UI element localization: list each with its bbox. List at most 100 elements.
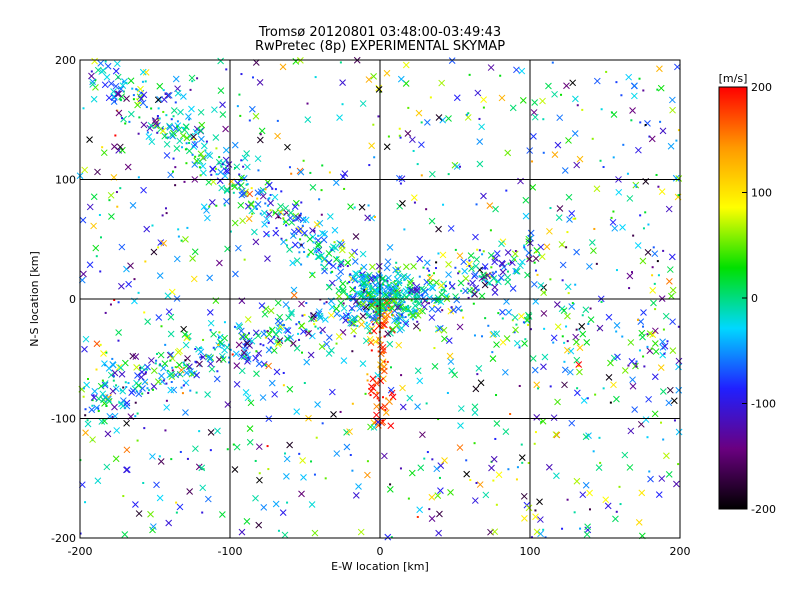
data-point-dot-marker bbox=[399, 321, 402, 324]
data-point-dot-marker bbox=[105, 405, 108, 408]
data-point-x-marker bbox=[97, 382, 105, 390]
data-point-x-marker bbox=[521, 340, 528, 347]
data-point-dot-marker bbox=[644, 211, 647, 214]
data-point-dot-marker bbox=[259, 212, 262, 215]
data-point-dot-marker bbox=[150, 107, 153, 110]
data-point-x-marker bbox=[81, 345, 88, 353]
data-point-x-marker bbox=[518, 312, 525, 320]
data-point-x-marker bbox=[182, 409, 189, 416]
data-point-x-marker bbox=[191, 248, 199, 256]
data-point-x-marker bbox=[530, 133, 537, 140]
data-point-x-marker bbox=[445, 271, 452, 278]
data-point-dot-marker bbox=[238, 93, 241, 96]
data-point-dot-marker bbox=[227, 343, 230, 346]
data-point-x-marker bbox=[554, 141, 562, 149]
data-point-x-marker bbox=[434, 492, 442, 499]
data-point-x-marker bbox=[115, 329, 122, 336]
data-point-x-marker bbox=[563, 82, 570, 90]
data-point-x-marker bbox=[431, 363, 439, 370]
data-point-dot-marker bbox=[523, 244, 526, 247]
data-point-x-marker bbox=[272, 500, 280, 508]
data-point-dot-marker bbox=[452, 287, 455, 290]
data-point-x-marker bbox=[104, 395, 112, 403]
data-point-dot-marker bbox=[194, 155, 197, 158]
data-point-dot-marker bbox=[109, 303, 112, 306]
data-point-x-marker bbox=[199, 162, 207, 170]
data-point-x-marker bbox=[313, 221, 321, 228]
data-point-x-marker bbox=[347, 203, 354, 210]
data-point-x-marker bbox=[476, 138, 484, 145]
data-point-x-marker bbox=[471, 272, 478, 280]
data-point-dot-marker bbox=[104, 60, 107, 63]
data-point-x-marker bbox=[456, 252, 464, 260]
data-point-dot-marker bbox=[520, 443, 523, 446]
data-point-dot-marker bbox=[104, 364, 107, 367]
data-point-x-marker bbox=[416, 255, 424, 263]
data-point-x-marker bbox=[88, 72, 95, 80]
data-point-x-marker bbox=[553, 301, 561, 308]
data-point-x-marker bbox=[256, 136, 264, 144]
data-point-dot-marker bbox=[490, 266, 493, 269]
data-point-x-marker bbox=[513, 339, 521, 347]
data-point-dot-marker bbox=[198, 166, 201, 169]
data-point-dot-marker bbox=[320, 213, 323, 216]
data-point-dot-marker bbox=[325, 301, 328, 304]
data-point-x-marker bbox=[244, 163, 251, 171]
data-point-dot-marker bbox=[165, 399, 168, 402]
data-point-x-marker bbox=[652, 348, 660, 355]
data-point-dot-marker bbox=[642, 227, 645, 230]
data-point-dot-marker bbox=[534, 431, 537, 434]
data-point-x-marker bbox=[373, 379, 380, 387]
data-point-dot-marker bbox=[404, 316, 407, 319]
data-point-x-marker bbox=[498, 240, 505, 248]
data-point-x-marker bbox=[455, 305, 462, 313]
data-point-dot-marker bbox=[476, 373, 479, 376]
data-point-dot-marker bbox=[620, 94, 623, 97]
data-point-dot-marker bbox=[330, 248, 333, 251]
data-point-x-marker bbox=[657, 364, 665, 371]
data-point-dot-marker bbox=[527, 462, 530, 465]
data-point-dot-marker bbox=[166, 369, 169, 372]
data-point-x-marker bbox=[159, 127, 167, 135]
data-point-dot-marker bbox=[442, 203, 445, 206]
data-point-x-marker bbox=[97, 59, 105, 67]
data-point-dot-marker bbox=[246, 183, 249, 186]
data-point-x-marker bbox=[117, 85, 125, 93]
data-point-dot-marker bbox=[315, 436, 318, 439]
data-point-x-marker bbox=[415, 300, 423, 308]
data-point-x-marker bbox=[341, 170, 349, 177]
data-point-x-marker bbox=[125, 280, 132, 288]
data-point-dot-marker bbox=[657, 185, 660, 188]
x-tick-label: -200 bbox=[68, 545, 93, 558]
data-point-dot-marker bbox=[418, 329, 421, 332]
data-point-dot-marker bbox=[86, 419, 89, 422]
data-point-dot-marker bbox=[92, 394, 95, 397]
data-point-x-marker bbox=[314, 242, 322, 250]
data-point-dot-marker bbox=[588, 508, 591, 511]
data-point-dot-marker bbox=[137, 132, 140, 135]
data-point-dot-marker bbox=[551, 61, 554, 64]
data-point-x-marker bbox=[244, 351, 251, 359]
data-point-x-marker bbox=[518, 67, 526, 75]
data-point-dot-marker bbox=[381, 396, 384, 399]
x-tick-label: 200 bbox=[670, 545, 691, 558]
data-point-x-marker bbox=[188, 74, 196, 82]
data-point-dot-marker bbox=[222, 356, 225, 359]
data-point-dot-marker bbox=[473, 334, 476, 337]
data-point-dot-marker bbox=[482, 250, 485, 253]
data-point-x-marker bbox=[482, 491, 490, 499]
data-point-dot-marker bbox=[515, 478, 518, 481]
data-point-x-marker bbox=[520, 492, 528, 500]
data-point-x-marker bbox=[383, 69, 391, 77]
data-point-dot-marker bbox=[202, 338, 205, 341]
data-point-dot-marker bbox=[377, 115, 380, 118]
data-point-x-marker bbox=[118, 243, 126, 251]
data-point-x-marker bbox=[658, 475, 666, 482]
data-point-x-marker bbox=[518, 454, 526, 461]
data-point-dot-marker bbox=[438, 476, 441, 479]
data-point-x-marker bbox=[273, 368, 281, 376]
data-point-x-marker bbox=[339, 79, 346, 86]
data-point-dot-marker bbox=[254, 459, 257, 462]
data-point-x-marker bbox=[110, 98, 118, 105]
data-point-x-marker bbox=[295, 227, 302, 235]
